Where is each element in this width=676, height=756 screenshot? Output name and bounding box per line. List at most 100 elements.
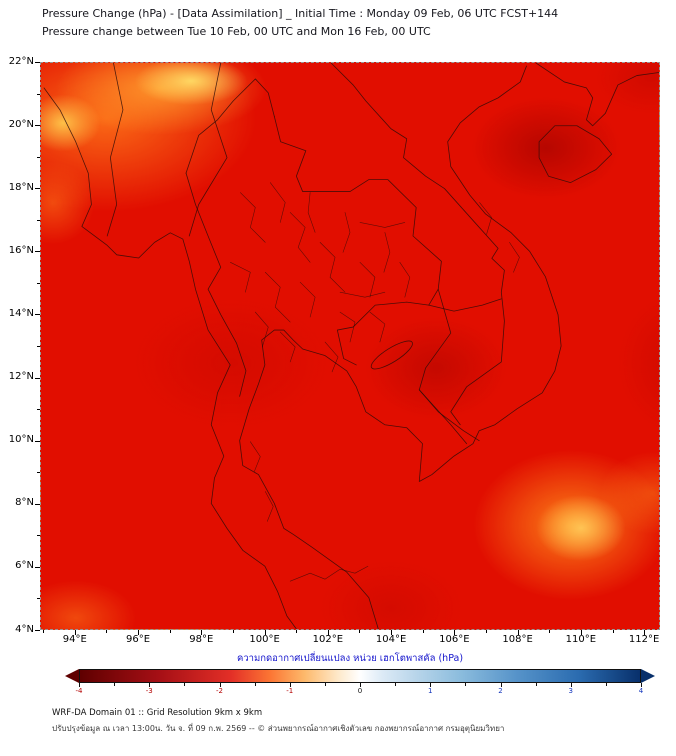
irrawaddy-river [106,63,124,237]
colorbar-minor-tick [395,683,397,686]
y-axis-tick-mark [35,125,40,127]
colorbar-right-arrow [641,669,655,683]
x-axis-tick-label: 94°E [62,634,87,645]
border-thailand-malaysia [289,565,369,582]
x-axis-tick-mark [327,630,329,635]
x-axis-tick-label: 110°E [565,634,597,645]
border-myanmar-thailand [185,172,247,397]
colorbar-tick-label: -2 [216,687,223,695]
x-axis-tick-mark [74,630,76,635]
x-axis-minor-tick [359,630,361,633]
x-axis-tick-label: 104°E [375,634,407,645]
coastline-west [43,87,297,629]
x-axis-tick-label: 100°E [249,634,280,645]
colorbar-tick-label: -4 [75,687,83,695]
colorbar-tick-label: 2 [498,687,503,695]
border-laos-cambodia [428,298,502,312]
y-axis-tick-label: 16°N [8,244,34,256]
colorbar-tick-label: -1 [286,687,294,695]
y-axis-minor-tick [37,219,40,221]
colorbar-minor-tick [254,683,256,686]
border-thailand-laos-cambodia [273,116,442,366]
coastline-china [535,63,659,127]
y-axis-tick-mark [35,377,40,379]
y-axis-tick-mark [35,630,40,631]
x-axis-minor-tick [549,630,551,633]
y-axis-tick-mark [35,503,40,505]
y-axis-minor-tick [37,535,40,537]
x-axis-minor-tick [232,630,234,633]
y-axis-tick-label: 20°N [8,118,34,130]
colorbar-minor-tick [114,683,116,686]
colorbar-tick-mark [570,683,572,687]
colorbar-tick-label: -3 [145,687,153,695]
colorbar-minor-tick [324,683,326,686]
x-axis-minor-tick [296,630,298,633]
colorbar-minor-tick [535,683,537,686]
x-axis-tick-mark [517,630,519,635]
y-axis-minor-tick [37,156,40,158]
colorbar-label: ความกดอากาศเปลี่ยนแปลง หน่วย เฮกโตพาสคัล… [236,653,464,664]
colorbar-tick-mark [79,683,80,687]
y-axis-minor-tick [37,93,40,95]
x-axis-minor-tick [43,630,45,633]
y-axis-tick-label: 14°N [8,307,34,319]
x-axis-minor-tick [612,630,614,633]
x-axis-tick-label: 106°E [439,634,470,645]
x-axis-tick-mark [138,630,140,635]
hainan-island-outline [538,125,613,183]
y-axis-minor-tick [37,282,40,284]
salween-river [188,63,228,237]
y-axis-tick-label: 6°N [15,560,34,572]
colorbar-left-arrow [65,669,79,683]
y-axis-tick-mark [35,188,40,190]
y-axis-tick-mark [35,440,40,442]
y-axis-tick-mark [35,314,40,316]
colorbar-tick-mark [500,683,502,687]
coastline-east [239,65,562,629]
x-axis-tick-label: 112°E [628,634,660,645]
colorbar-tick-mark [219,683,221,687]
y-axis-tick-label: 12°N [8,371,34,383]
x-axis-tick-label: 108°E [502,634,533,645]
mekong-delta-branch [418,389,468,445]
colorbar-minor-tick [605,683,607,686]
x-axis-tick-mark [201,630,203,635]
colorbar-gradient-bar [79,669,641,683]
map-plot-area [40,62,660,630]
x-axis-minor-tick [106,630,108,633]
border-laos-vietnam [330,63,505,426]
y-axis-minor-tick [37,346,40,347]
y-axis-tick-mark [35,566,40,568]
y-axis-minor-tick [37,409,40,411]
colorbar-tick-label: 3 [568,687,573,695]
colorbar-tick-mark [641,683,642,687]
footer-domain-info: WRF-DA Domain 01 :: Grid Resolution 9km … [52,708,263,718]
x-axis-minor-tick [485,630,487,633]
y-axis-minor-tick [37,598,40,600]
x-axis-tick-label: 98°E [189,634,214,645]
colorbar-minor-tick [184,683,186,686]
tonle-sap-lake [370,340,413,370]
chart-subtitle: Pressure change between Tue 10 Feb, 00 U… [42,25,431,38]
y-axis-tick-label: 10°N [8,434,34,446]
y-axis-minor-tick [37,472,40,474]
mekong-river [418,288,480,442]
x-axis-tick-mark [454,630,456,635]
x-axis-minor-tick [422,630,424,633]
x-axis-tick-mark [644,630,646,635]
colorbar: -4 -3 -2 -1 0 1 2 3 4 [65,669,655,701]
colorbar-tick-mark [360,683,361,687]
y-axis-tick-label: 8°N [15,497,34,509]
colorbar-tick-mark [430,683,432,687]
x-axis-tick-label: 102°E [312,634,344,645]
colorbar-tick-label: 0 [357,687,363,695]
colorbar-tick-label: 1 [428,687,433,695]
footer-update-info: ปรับปรุงข้อมูล ณ เวลา 13:00น. วัน จ. ที่… [52,724,505,733]
x-axis-tick-mark [580,630,582,635]
x-axis-tick-label: 96°E [126,634,151,645]
colorbar-minor-tick [465,683,467,686]
y-axis-tick-label: 22°N [8,55,34,67]
y-axis-tick-label: 4°N [15,623,34,635]
colorbar-tick-mark [149,683,151,687]
